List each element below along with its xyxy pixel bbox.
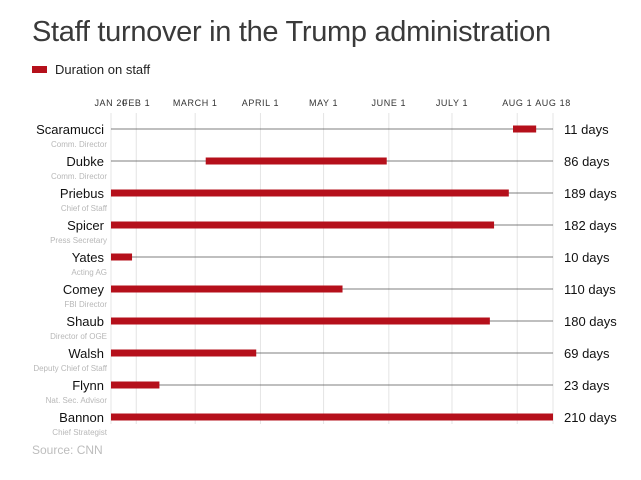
duration-bar bbox=[111, 381, 160, 389]
days-label: 86 days bbox=[564, 154, 610, 169]
days-label: 11 days bbox=[564, 122, 609, 137]
staff-role: Chief Strategist bbox=[52, 428, 107, 437]
x-tick-label: MARCH 1 bbox=[173, 98, 218, 108]
staff-name: Dubke bbox=[66, 154, 104, 169]
staff-role: Deputy Chief of Staff bbox=[33, 364, 107, 373]
chart-title: Staff turnover in the Trump administrati… bbox=[32, 16, 551, 48]
staff-name: Comey bbox=[63, 282, 105, 297]
staff-name: Yates bbox=[72, 250, 105, 265]
x-tick-label: MAY 1 bbox=[309, 98, 338, 108]
staff-role: Nat. Sec. Advisor bbox=[46, 396, 108, 405]
days-label: 110 days bbox=[564, 282, 616, 297]
duration-bar bbox=[111, 285, 343, 293]
staff-name: Walsh bbox=[68, 346, 104, 361]
days-label: 180 days bbox=[564, 314, 617, 329]
legend: Duration on staff bbox=[32, 62, 150, 77]
staff-role: Comm. Director bbox=[51, 172, 107, 181]
staff-role: Acting AG bbox=[71, 268, 107, 277]
duration-bar bbox=[111, 221, 495, 229]
x-tick-label: JAN 20 bbox=[94, 98, 127, 108]
days-label: 210 days bbox=[564, 410, 617, 425]
staff-name: Flynn bbox=[72, 378, 104, 393]
staff-role: Director of OGE bbox=[50, 332, 107, 341]
x-tick-label: JUNE 1 bbox=[372, 98, 407, 108]
duration-bar bbox=[111, 253, 133, 261]
duration-bar bbox=[111, 349, 257, 357]
x-tick-label: FEB 1 bbox=[122, 98, 150, 108]
legend-swatch bbox=[32, 66, 47, 73]
duration-bar bbox=[111, 413, 553, 421]
days-label: 189 days bbox=[564, 186, 617, 201]
duration-bar bbox=[111, 317, 490, 325]
staff-name: Scaramucci bbox=[36, 122, 104, 137]
staff-role: Comm. Director bbox=[51, 140, 107, 149]
duration-bar bbox=[111, 189, 509, 197]
x-tick-label: JULY 1 bbox=[436, 98, 468, 108]
x-tick-label: AUG 18 bbox=[535, 98, 571, 108]
x-tick-label: AUG 1 bbox=[502, 98, 532, 108]
x-tick-label: APRIL 1 bbox=[242, 98, 279, 108]
legend-label: Duration on staff bbox=[55, 62, 151, 77]
staff-name: Spicer bbox=[67, 218, 105, 233]
staff-role: Chief of Staff bbox=[61, 204, 108, 213]
staff-name: Shaub bbox=[66, 314, 104, 329]
days-label: 10 days bbox=[564, 250, 610, 265]
days-label: 23 days bbox=[564, 378, 610, 393]
days-label: 69 days bbox=[564, 346, 610, 361]
staff-role: Press Secretary bbox=[50, 236, 107, 245]
days-label: 182 days bbox=[564, 218, 617, 233]
staff-name: Bannon bbox=[59, 410, 104, 425]
staff-role: FBI Director bbox=[64, 300, 107, 309]
staff-name: Priebus bbox=[60, 186, 105, 201]
duration-bar bbox=[205, 157, 387, 165]
duration-bar bbox=[513, 125, 537, 133]
source-note: Source: CNN bbox=[32, 443, 103, 457]
